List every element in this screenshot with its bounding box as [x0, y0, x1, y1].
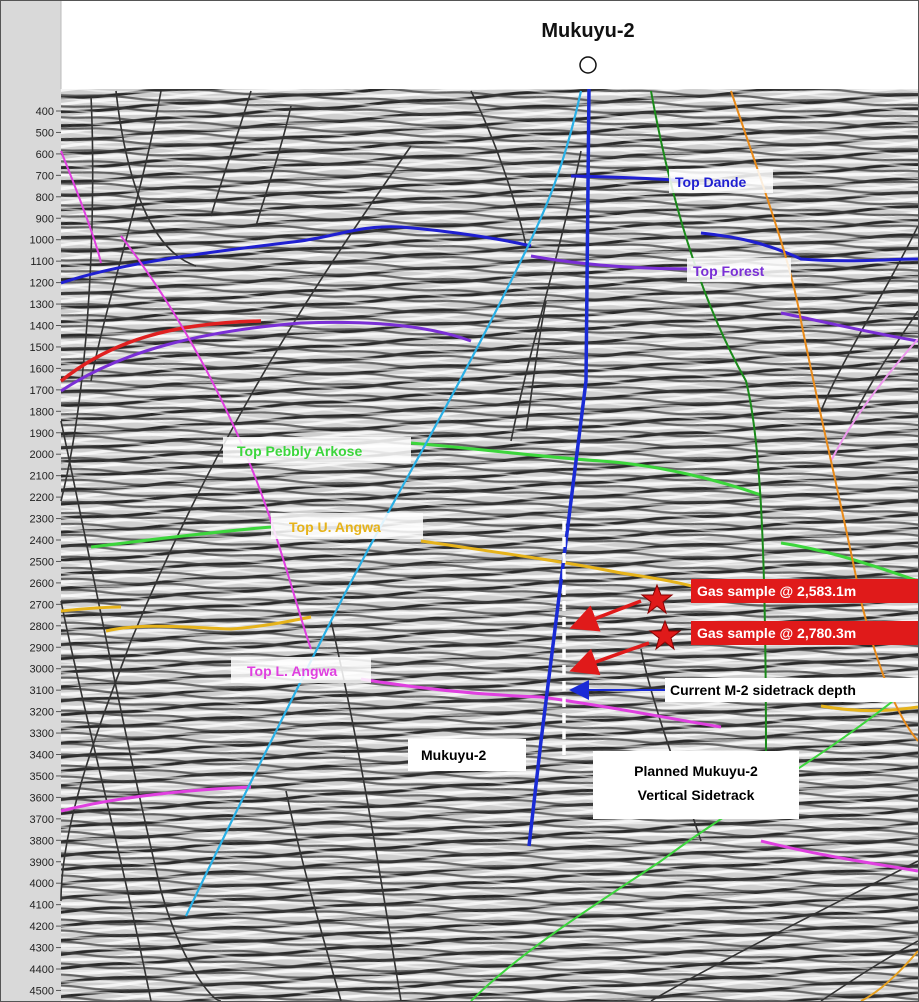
horizon-labels: Top Dande Top Forest Top Pebbly Arkose T… — [223, 169, 791, 683]
gas-sample-2-label: Gas sample @ 2,780.3m — [697, 625, 856, 641]
label-top-pebbly-arkose: Top Pebbly Arkose — [237, 443, 362, 459]
planned-sidetrack-label-line1: Planned Mukuyu-2 — [634, 763, 758, 779]
depth-tick-label: 1900 — [30, 428, 54, 440]
fault-lines — [60, 90, 918, 1001]
depth-tick-label: 4400 — [30, 964, 54, 976]
depth-tick-label: 3100 — [30, 685, 54, 697]
horizon-top-u-angwa — [420, 539, 702, 591]
depth-tick-label: 3700 — [30, 814, 54, 826]
depth-tick-label: 3000 — [30, 664, 54, 676]
depth-tick-label: 2500 — [30, 556, 54, 568]
depth-tick-label: 3200 — [30, 707, 54, 719]
label-top-l-angwa: Top L. Angwa — [247, 663, 337, 679]
depth-tick-label: 2100 — [30, 471, 54, 483]
label-top-forest: Top Forest — [693, 263, 765, 279]
depth-tick-label: 3600 — [30, 792, 54, 804]
depth-tick-label: 1000 — [30, 235, 54, 247]
depth-tick-label: 700 — [36, 170, 54, 182]
well-title: Mukuyu-2 — [541, 20, 634, 42]
depth-tick-label: 4200 — [30, 921, 54, 933]
gas-star-1 — [640, 583, 674, 615]
depth-tick-label: 2800 — [30, 621, 54, 633]
depth-tick-label: 800 — [36, 192, 54, 204]
planned-sidetrack-box — [593, 751, 799, 819]
depth-tick-label: 1300 — [30, 299, 54, 311]
depth-tick-label: 3900 — [30, 857, 54, 869]
gas-sample-1-label: Gas sample @ 2,583.1m — [697, 583, 856, 599]
depth-tick-label: 400 — [36, 106, 54, 118]
depth-tick-label: 900 — [36, 213, 54, 225]
well-label-box — [408, 739, 526, 771]
horizon-top-dande — [60, 225, 532, 285]
depth-axis: 400 500 600 700 800 900 1000 1100 1200 1300 1400 15… — [30, 106, 61, 997]
depth-tick-label: 2400 — [30, 535, 54, 547]
depth-tick-label: 3400 — [30, 750, 54, 762]
depth-tick-label: 2700 — [30, 599, 54, 611]
label-top-u-angwa: Top U. Angwa — [289, 519, 381, 535]
depth-tick-label: 3300 — [30, 728, 54, 740]
horizon-lines — [59, 174, 918, 873]
depth-tick-label: 4300 — [30, 943, 54, 955]
depth-tick-label: 4000 — [30, 878, 54, 890]
depth-tick-label: 500 — [36, 127, 54, 139]
sidetrack-depth-box — [665, 678, 918, 702]
colored-faults — [60, 90, 918, 1001]
horizon-top-pebbly-arkose — [410, 441, 762, 497]
depth-tick-label: 2200 — [30, 492, 54, 504]
well-label: Mukuyu-2 — [421, 747, 487, 763]
depth-tick-label: 3800 — [30, 835, 54, 847]
depth-tick-label: 2900 — [30, 642, 54, 654]
depth-tick-label: 1500 — [30, 342, 54, 354]
label-top-dande: Top Dande — [675, 174, 747, 190]
depth-tick-label: 2300 — [30, 514, 54, 526]
sidetrack-depth-label: Current M-2 sidetrack depth — [670, 682, 856, 698]
depth-tick-label: 1600 — [30, 363, 54, 375]
depth-tick-label: 3500 — [30, 771, 54, 783]
depth-tick-label: 1700 — [30, 385, 54, 397]
gas-star-2 — [648, 619, 682, 651]
well-location-symbol — [579, 56, 597, 74]
horizon-top-forest — [60, 320, 472, 393]
depth-tick-label: 4500 — [30, 985, 54, 997]
depth-tick-label: 600 — [36, 149, 54, 161]
horizon-top-l-angwa — [360, 677, 722, 729]
seismic-image — [61, 89, 918, 1001]
depth-tick-label: 4100 — [30, 900, 54, 912]
depth-tick-label: 1800 — [30, 406, 54, 418]
depth-tick-label: 1100 — [30, 256, 54, 268]
depth-tick-label: 2600 — [30, 578, 54, 590]
depth-tick-label: 2000 — [30, 449, 54, 461]
depth-tick-label: 1400 — [30, 321, 54, 333]
depth-tick-label: 1200 — [30, 278, 54, 290]
depth-axis-background — [1, 1, 61, 1001]
gas-samples: Gas sample @ 2,583.1m Gas sample @ 2,780… — [569, 579, 918, 676]
planned-sidetrack-label-line2: Vertical Sidetrack — [638, 787, 755, 803]
